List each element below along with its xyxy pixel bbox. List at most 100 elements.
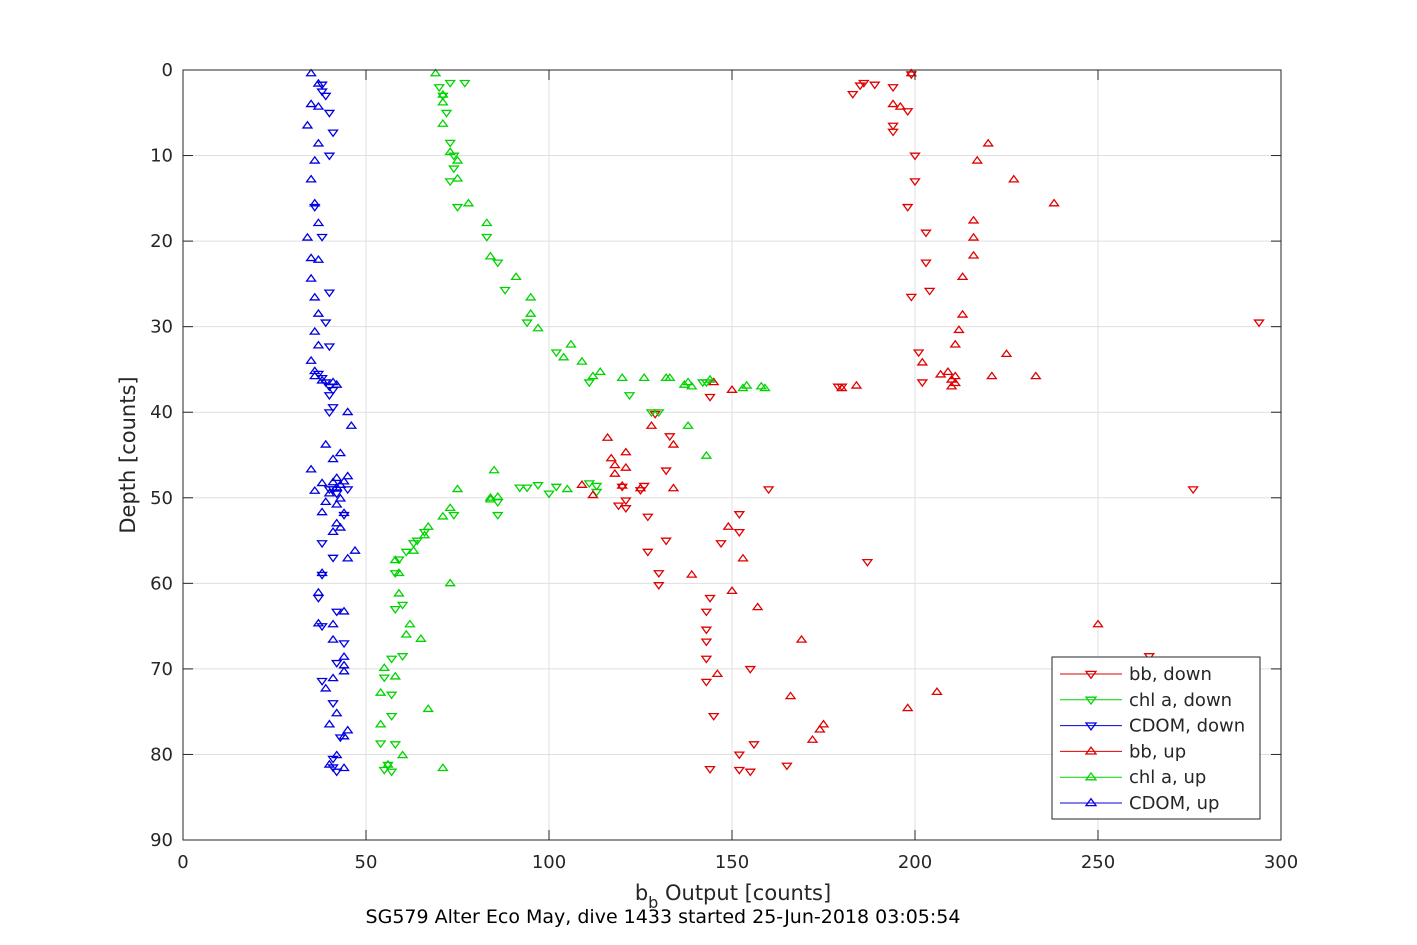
- point-chl-a-up: [759, 383, 771, 392]
- x-tick-label: 0: [177, 852, 188, 873]
- point-chl-a-down: [521, 319, 533, 328]
- point-chl-a-up: [740, 380, 753, 389]
- point-cdom-down: [327, 554, 339, 563]
- point-chl-a-down: [550, 483, 563, 492]
- point-chl-a-up: [488, 465, 500, 474]
- legend-marker: [1084, 722, 1098, 731]
- point-cdom-up: [316, 507, 328, 516]
- point-chl-a-up: [400, 629, 413, 638]
- y-tick-label: 30: [150, 317, 173, 338]
- point-chl-a-up: [422, 521, 434, 530]
- point-chl-a-up: [704, 374, 716, 383]
- point-cdom-up: [330, 708, 343, 717]
- point-chl-a-down: [378, 674, 391, 683]
- point-bb-up: [722, 521, 735, 530]
- point-bb-up: [645, 420, 658, 429]
- point-bb-up: [609, 468, 621, 477]
- point-bb-down: [868, 81, 881, 90]
- point-bb-up: [887, 99, 899, 108]
- point-bb-down: [912, 349, 925, 358]
- y-tick-label: 90: [150, 830, 173, 851]
- point-bb-up: [726, 586, 738, 595]
- point-cdom-up: [319, 439, 332, 448]
- x-axis-label: bb Output [counts]: [635, 881, 831, 912]
- point-bb-down: [700, 678, 713, 687]
- point-bb-down: [620, 497, 632, 506]
- point-chl-a-up: [462, 198, 475, 207]
- point-bb-up: [806, 734, 819, 743]
- point-bb-up: [605, 453, 617, 462]
- point-chl-a-up: [587, 371, 599, 380]
- point-cdom-down: [323, 343, 336, 352]
- point-cdom-up: [308, 155, 321, 164]
- point-cdom-up: [338, 476, 350, 485]
- point-cdom-up: [312, 587, 325, 596]
- point-cdom-down: [327, 404, 339, 413]
- y-tick-label: 0: [162, 60, 173, 81]
- point-chl-a-up: [389, 671, 402, 680]
- y-tick-label: 70: [150, 659, 173, 680]
- point-chl-a-down: [407, 540, 420, 549]
- point-bb-up: [916, 357, 929, 366]
- point-chl-a-up: [594, 367, 607, 376]
- point-bb-up: [945, 381, 958, 390]
- point-bb-down: [653, 570, 665, 579]
- point-chl-a-down: [448, 165, 460, 174]
- legend-label: bb, down: [1129, 664, 1212, 685]
- point-cdom-down: [323, 409, 336, 418]
- x-axis-label-rest: Output [counts]: [658, 881, 831, 905]
- point-chl-a-down: [521, 484, 533, 493]
- point-bb-down: [1187, 486, 1199, 495]
- point-bb-down: [700, 626, 713, 635]
- point-chl-a-down: [444, 178, 456, 187]
- legend-entries: bb, down chl a, down CDOM, down bb, up chl a…: [1060, 664, 1245, 814]
- point-cdom-down: [330, 659, 343, 668]
- point-bb-down: [847, 90, 859, 99]
- point-chl-a-up: [685, 381, 698, 390]
- point-chl-a-down: [433, 84, 445, 93]
- point-chl-a-down: [513, 484, 526, 493]
- point-cdom-up: [334, 522, 347, 531]
- point-cdom-down: [316, 233, 328, 242]
- point-bb-up: [814, 724, 826, 733]
- point-chl-a-down: [393, 556, 405, 565]
- point-chl-a-up: [415, 633, 427, 642]
- point-bb-up: [587, 490, 599, 499]
- point-chl-a-up: [561, 484, 574, 493]
- point-bb-down: [887, 122, 899, 131]
- point-chl-a-up: [444, 578, 456, 587]
- point-bb-up: [1048, 198, 1060, 207]
- point-bb-up: [956, 272, 969, 281]
- point-chl-a-down: [385, 655, 398, 664]
- point-bb-down: [923, 287, 936, 296]
- point-chl-a-down: [451, 203, 464, 212]
- point-bb-up: [784, 691, 797, 700]
- point-cdom-up: [330, 750, 343, 759]
- point-cdom-up: [338, 606, 350, 615]
- point-cdom-up: [308, 326, 321, 335]
- dive-caption: SG579 Alter Eco May, dive 1433 started 2…: [366, 906, 961, 928]
- legend-box: [1051, 656, 1261, 820]
- point-bb-down: [861, 558, 874, 567]
- point-chl-a-down: [385, 691, 398, 700]
- point-bb-down: [781, 762, 793, 771]
- point-cdom-down: [316, 88, 328, 97]
- legend-label: bb, up: [1129, 741, 1186, 762]
- y-tick-label: 50: [150, 488, 173, 509]
- point-bb-down: [620, 505, 632, 513]
- point-chl-a-down: [400, 548, 413, 557]
- point-cdom-down: [323, 392, 336, 401]
- point-cdom-down: [330, 490, 343, 499]
- point-bb-down: [664, 433, 676, 442]
- point-bb-down: [616, 483, 628, 492]
- point-cdom-down: [334, 734, 347, 743]
- point-cdom-up: [319, 497, 332, 506]
- point-bb-up: [620, 447, 632, 456]
- point-chl-a-up: [444, 503, 456, 512]
- point-chl-a-up: [664, 373, 676, 382]
- point-cdom-up: [323, 488, 336, 497]
- point-bb-up: [949, 339, 962, 348]
- point-chl-a-down: [389, 570, 402, 579]
- point-cdom-up: [338, 508, 350, 517]
- point-chl-a-up: [616, 373, 628, 382]
